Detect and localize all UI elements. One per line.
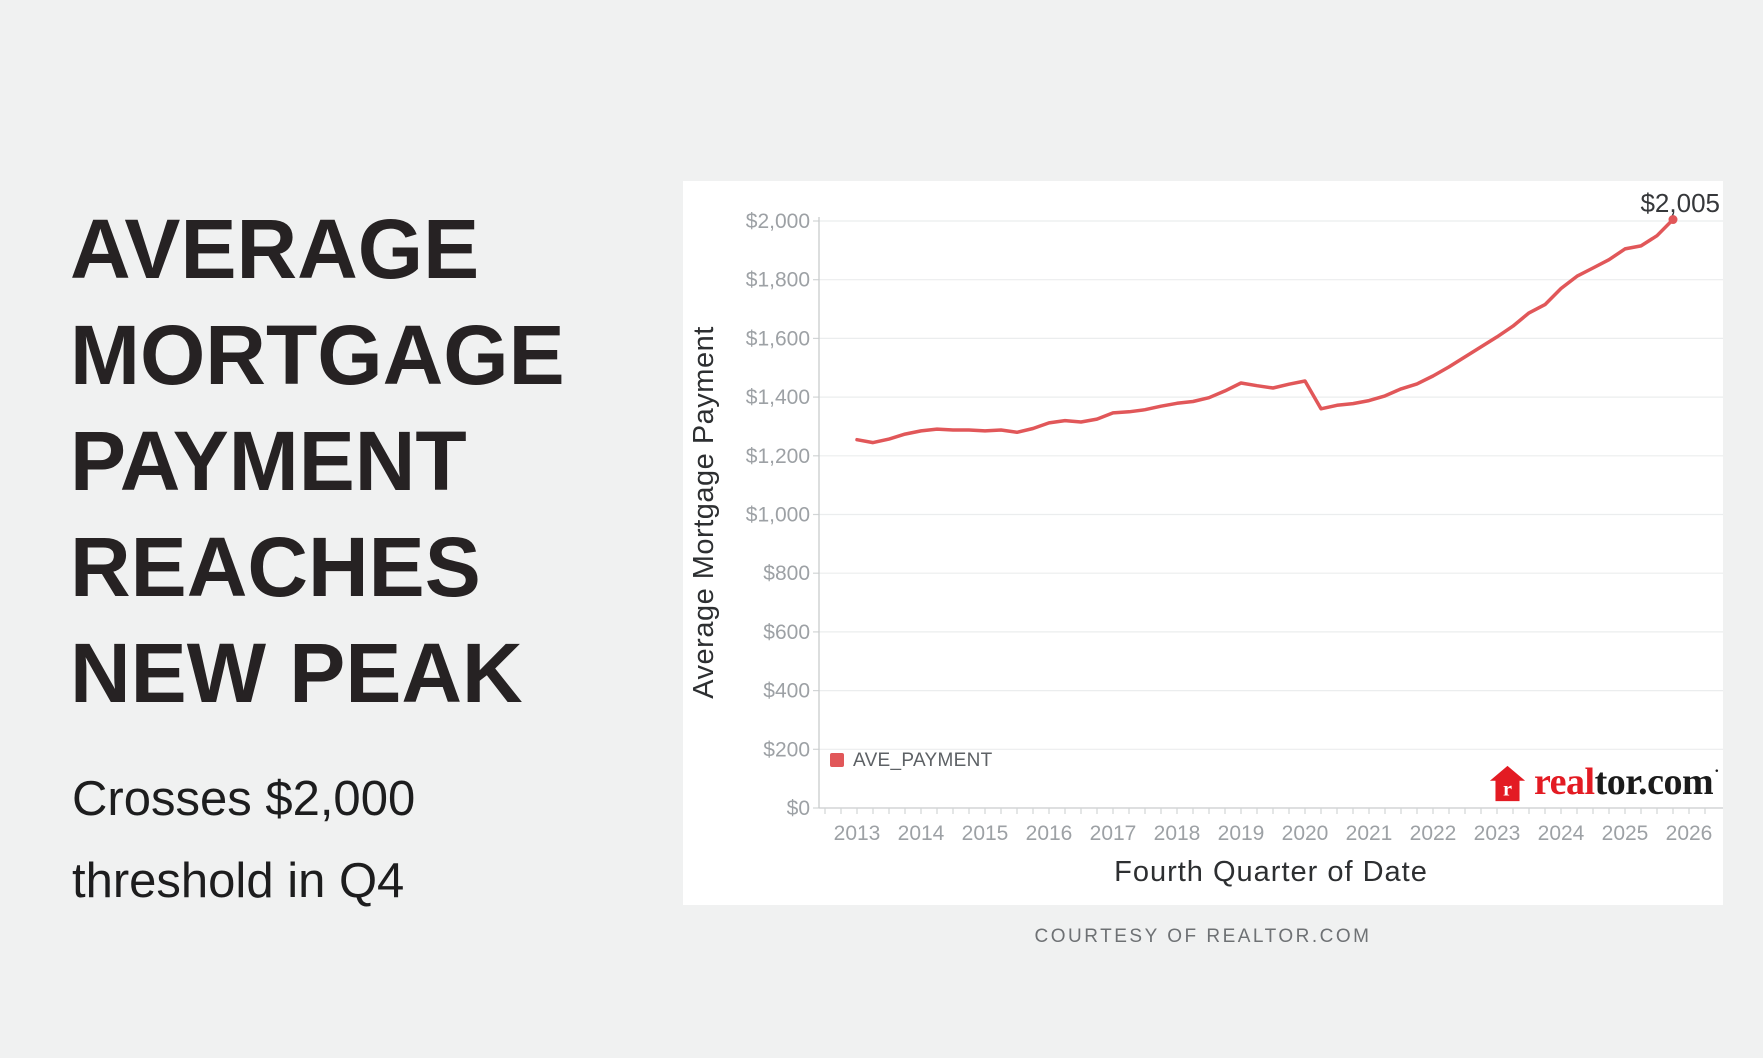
- y-tick-label: $600: [763, 621, 810, 644]
- y-tick-label: $400: [763, 680, 810, 703]
- x-tick-label: 2017: [1090, 822, 1137, 845]
- x-tick-label: 2023: [1474, 822, 1521, 845]
- y-tick-label: $1,200: [746, 445, 810, 468]
- y-tick-label: $2,000: [746, 210, 810, 233]
- text-line: threshold in Q4: [72, 854, 405, 908]
- page-title: AVERAGE MORTGAGE PAYMENT REACHES NEW PEAK: [70, 196, 630, 726]
- wordmark-real: real: [1533, 761, 1595, 803]
- y-axis-title: Average Mortgage Payment: [688, 326, 720, 699]
- chart-panel: $0 $200 $400 $600 $800 $1,000 $1,200 $1,400 $1,6…: [683, 181, 1723, 905]
- text-line: REACHES: [70, 520, 481, 614]
- x-tick-label: 2020: [1282, 822, 1329, 845]
- x-tick-label: 2025: [1602, 822, 1649, 845]
- page-subtitle: Crosses $2,000 threshold in Q4: [72, 758, 592, 922]
- text-line: PAYMENT: [70, 414, 467, 508]
- legend-swatch: [830, 753, 844, 767]
- y-tick-label: $200: [763, 738, 810, 761]
- legend-label: AVE_PAYMENT: [853, 750, 993, 771]
- text-line: Crosses $2,000: [72, 772, 416, 826]
- x-tick-label: 2013: [834, 822, 881, 845]
- house-shape: [1489, 765, 1526, 801]
- text-line: AVERAGE: [70, 202, 480, 296]
- y-tick-label: $0: [787, 797, 810, 820]
- y-tick-label: $800: [763, 562, 810, 585]
- x-axis-title: Fourth Quarter of Date: [1114, 856, 1428, 888]
- y-tick-label: $1,000: [746, 504, 810, 527]
- last-point-marker: [1668, 215, 1678, 225]
- text-line: MORTGAGE: [70, 308, 565, 402]
- x-tick-label: 2014: [898, 822, 945, 845]
- y-tick-label: $1,400: [746, 386, 810, 409]
- realtor-logo: r realtor.com·: [1489, 761, 1719, 803]
- x-tick-label: 2026: [1666, 822, 1713, 845]
- house-icon: r: [1489, 765, 1526, 801]
- peak-value-annotation: $2,005: [1640, 188, 1720, 218]
- text-line: NEW PEAK: [70, 626, 523, 720]
- trademark-dot: ·: [1714, 763, 1719, 780]
- x-tick-label: 2021: [1346, 822, 1393, 845]
- house-r-letter: r: [1503, 778, 1512, 800]
- y-tick-label: $1,600: [746, 327, 810, 350]
- realtor-wordmark: realtor.com·: [1533, 760, 1720, 804]
- payment-line-series: [855, 217, 1675, 445]
- x-tick-label: 2018: [1154, 822, 1201, 845]
- x-tick-label: 2022: [1410, 822, 1457, 845]
- x-tick-label: 2016: [1026, 822, 1073, 845]
- x-tick-label: 2024: [1538, 822, 1585, 845]
- x-tick-label: 2015: [962, 822, 1009, 845]
- courtesy-footer: COURTESY OF REALTOR.COM: [1034, 926, 1372, 947]
- x-tick-label: 2019: [1218, 822, 1265, 845]
- y-tick-label: $1,800: [746, 269, 810, 292]
- wordmark-torcom: tor.com: [1594, 761, 1714, 803]
- mortgage-payment-line-chart: $0 $200 $400 $600 $800 $1,000 $1,200 $1,400 $1,6…: [688, 188, 1723, 888]
